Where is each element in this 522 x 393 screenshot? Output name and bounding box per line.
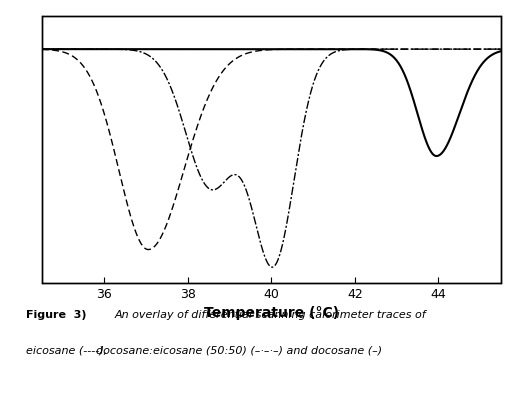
Text: docosane:eicosane (50:50) (–·–·–) and docosane (–): docosane:eicosane (50:50) (–·–·–) and do… [26,346,382,356]
Text: eicosane (----),: eicosane (----), [26,346,107,356]
X-axis label: Temperature (°C): Temperature (°C) [204,307,339,320]
Text: Figure  3): Figure 3) [26,310,87,320]
Text: An overlay of differential scanning calorimeter traces of: An overlay of differential scanning calo… [115,310,426,320]
